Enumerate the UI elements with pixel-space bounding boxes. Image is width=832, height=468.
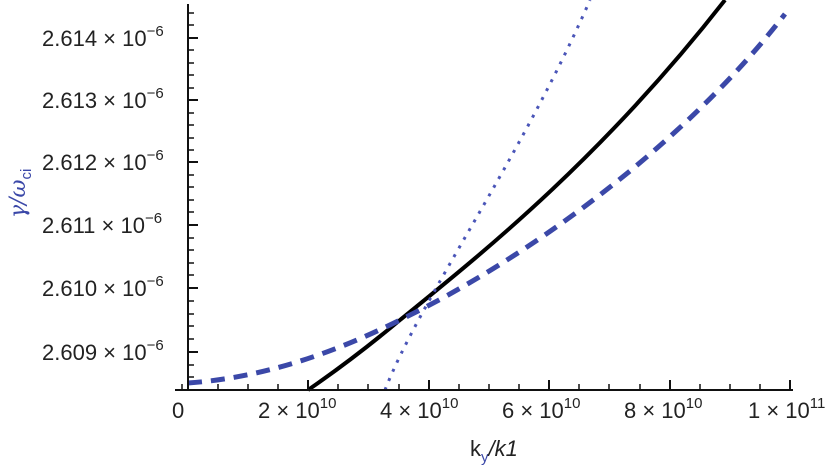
x-tick-label: 1 × 1011 <box>748 395 825 423</box>
x-axis <box>175 380 793 391</box>
plot-area <box>187 0 787 392</box>
dashed-blue-curve <box>187 12 787 386</box>
y-tick-label: 2.613 × 10−6 <box>42 85 164 113</box>
y-tick-labels: 2.614 × 10−6 2.613 × 10−6 2.612 × 10−6 2… <box>42 23 164 365</box>
x-tick-labels: 0 2 × 1010 4 × 1010 6 × 1010 8 × 1010 1 … <box>172 395 825 423</box>
y-axis-title: γ/ωci <box>6 169 35 218</box>
y-tick-label: 2.609 × 10−6 <box>42 337 164 365</box>
y-tick-label: 2.612 × 10−6 <box>42 147 164 175</box>
solid-black-curve <box>306 0 727 392</box>
x-tick-label: 0 <box>172 398 184 423</box>
x-tick-label: 4 × 1010 <box>380 395 458 423</box>
x-tick-label: 6 × 1010 <box>502 395 580 423</box>
y-tick-label: 2.614 × 10−6 <box>42 23 164 51</box>
x-axis-title: ky/k1 <box>470 436 518 466</box>
x-tick-label: 8 × 1010 <box>624 395 702 423</box>
y-tick-label: 2.610 × 10−6 <box>42 273 164 301</box>
dotted-blue-curve <box>383 0 592 391</box>
y-axis <box>187 4 198 391</box>
x-tick-label: 2 × 1010 <box>258 395 336 423</box>
y-tick-label: 2.611 × 10−6 <box>42 210 162 238</box>
